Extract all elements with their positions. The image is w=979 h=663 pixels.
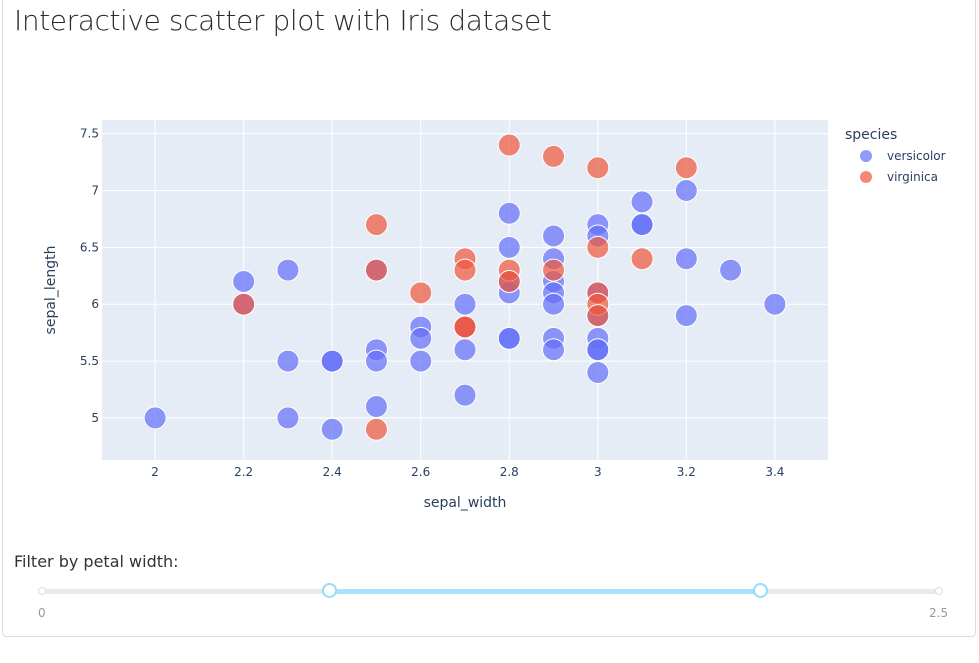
data-point-versicolor[interactable] — [674, 179, 698, 203]
data-point-versicolor[interactable] — [276, 349, 300, 373]
legend-label: versicolor — [887, 149, 946, 163]
data-point-versicolor[interactable] — [674, 304, 698, 328]
x-tick-label: 3 — [594, 465, 602, 479]
data-point-versicolor[interactable] — [630, 190, 654, 214]
y-axis-label: sepal_length — [43, 246, 59, 335]
x-tick-label: 2.6 — [411, 465, 430, 479]
legend-title: species — [845, 127, 897, 143]
page-title: Interactive scatter plot with Iris datas… — [14, 4, 552, 37]
data-point-versicolor[interactable] — [586, 360, 610, 384]
data-point-versicolor[interactable] — [586, 338, 610, 362]
data-point-versicolor[interactable] — [542, 224, 566, 248]
data-point-versicolor[interactable] — [143, 406, 167, 430]
data-point-versicolor[interactable] — [364, 395, 388, 419]
y-axis-ticks: 5 5.5 6 6.5 7 7.5 — [80, 127, 99, 425]
x-axis-ticks: 2 2.2 2.4 2.6 2.8 3 3.2 3.4 — [151, 465, 784, 479]
data-point-versicolor[interactable] — [542, 338, 566, 362]
data-point-virginica[interactable] — [232, 292, 256, 316]
data-point-versicolor[interactable] — [453, 338, 477, 362]
data-point-versicolor[interactable] — [364, 349, 388, 373]
data-point-virginica[interactable] — [364, 258, 388, 282]
data-point-versicolor[interactable] — [453, 383, 477, 407]
data-point-virginica[interactable] — [497, 133, 521, 157]
x-tick-label: 3.2 — [677, 465, 696, 479]
x-tick-label: 3.4 — [765, 465, 784, 479]
y-tick-label: 7 — [91, 184, 99, 198]
data-point-virginica[interactable] — [453, 315, 477, 339]
legend[interactable]: species versicolor virginica — [845, 127, 946, 184]
slider-min-dot — [38, 587, 46, 595]
x-tick-label: 2.4 — [323, 465, 342, 479]
data-point-versicolor[interactable] — [320, 349, 344, 373]
slider-label: Filter by petal width: — [14, 552, 179, 571]
slider-selected-range — [329, 589, 760, 594]
data-point-virginica[interactable] — [364, 213, 388, 237]
slider-max-dot — [935, 587, 943, 595]
data-point-virginica[interactable] — [630, 247, 654, 271]
legend-item-virginica[interactable]: virginica — [860, 170, 938, 184]
data-points[interactable] — [143, 133, 787, 441]
x-tick-label: 2 — [151, 465, 159, 479]
y-tick-label: 7.5 — [80, 127, 99, 141]
data-point-versicolor[interactable] — [453, 292, 477, 316]
data-point-versicolor[interactable] — [409, 326, 433, 350]
data-point-virginica[interactable] — [497, 269, 521, 293]
slider-handle-low[interactable] — [322, 583, 338, 598]
data-point-versicolor[interactable] — [409, 349, 433, 373]
data-point-versicolor[interactable] — [674, 247, 698, 271]
data-point-virginica[interactable] — [409, 281, 433, 305]
y-tick-label: 5 — [91, 411, 99, 425]
legend-marker — [860, 150, 872, 162]
scatter-chart[interactable]: 2 2.2 2.4 2.6 2.8 3 3.2 3.4 5 5.5 6 6.5 7 7.5 sepal_… — [0, 0, 979, 540]
x-axis-label: sepal_width — [424, 495, 507, 511]
data-point-versicolor[interactable] — [719, 258, 743, 282]
data-point-virginica[interactable] — [586, 235, 610, 259]
slider-handle-high[interactable] — [752, 583, 768, 598]
plot-area — [102, 120, 828, 460]
slider-max-label: 2.5 — [929, 606, 949, 620]
y-tick-label: 5.5 — [80, 354, 99, 368]
data-point-versicolor[interactable] — [497, 326, 521, 350]
y-tick-label: 6.5 — [80, 240, 99, 254]
data-point-versicolor[interactable] — [497, 201, 521, 225]
legend-marker — [860, 171, 872, 183]
legend-label: virginica — [887, 170, 938, 184]
data-point-virginica[interactable] — [586, 304, 610, 328]
data-point-versicolor[interactable] — [232, 269, 256, 293]
app-frame — [2, 0, 976, 637]
data-point-versicolor[interactable] — [542, 292, 566, 316]
slider-min-label: 0 — [38, 606, 46, 620]
data-point-versicolor[interactable] — [276, 258, 300, 282]
data-point-versicolor[interactable] — [320, 417, 344, 441]
data-point-versicolor[interactable] — [630, 213, 654, 237]
data-point-versicolor[interactable] — [763, 292, 787, 316]
data-point-virginica[interactable] — [453, 258, 477, 282]
data-point-virginica[interactable] — [674, 156, 698, 180]
data-point-virginica[interactable] — [542, 144, 566, 168]
x-tick-label: 2.8 — [500, 465, 519, 479]
y-tick-label: 6 — [91, 297, 99, 311]
data-point-versicolor[interactable] — [497, 235, 521, 259]
data-point-virginica[interactable] — [364, 417, 388, 441]
legend-item-versicolor[interactable]: versicolor — [860, 149, 946, 163]
data-point-virginica[interactable] — [542, 258, 566, 282]
data-point-virginica[interactable] — [586, 156, 610, 180]
x-tick-label: 2.2 — [234, 465, 253, 479]
data-point-versicolor[interactable] — [276, 406, 300, 430]
